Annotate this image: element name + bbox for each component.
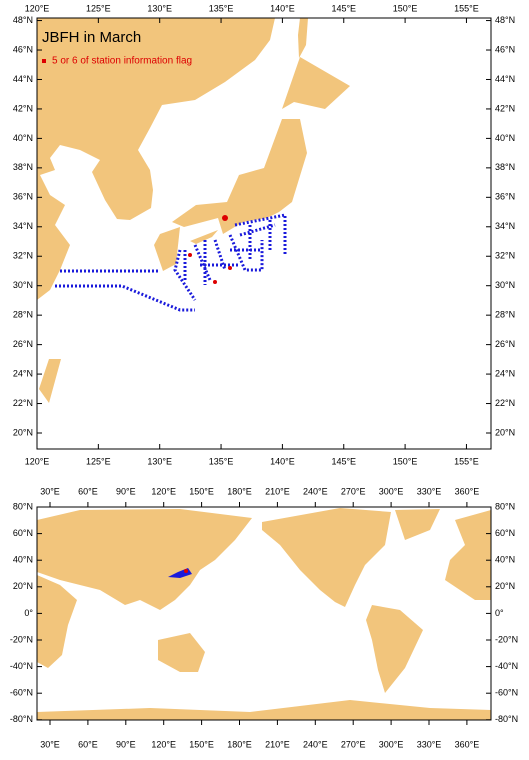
lon-label: 210°E (265, 739, 290, 749)
lon-label: 330°E (417, 739, 442, 749)
lon-label: 145°E (331, 456, 356, 466)
lon-label: 125°E (86, 3, 111, 13)
legend-label: 5 or 6 of station information flag (52, 56, 192, 67)
lat-label: -20°N (495, 634, 518, 644)
lat-label: 48°N (13, 15, 33, 25)
lat-label: 34°N (495, 221, 515, 231)
lat-label: 42°N (495, 103, 515, 113)
lat-label: 40°N (13, 133, 33, 143)
lon-label: 270°E (341, 739, 366, 749)
bottom-map-land (37, 507, 491, 720)
legend-marker (42, 59, 46, 63)
lon-label: 155°E (454, 456, 479, 466)
lat-label: 40°N (13, 555, 33, 565)
lat-label: 22°N (495, 398, 515, 408)
lon-label: 130°E (147, 3, 172, 13)
lon-label: 60°E (78, 486, 98, 496)
lat-label: 60°N (13, 528, 33, 538)
lat-label: 36°N (13, 192, 33, 202)
lat-label: -40°N (495, 661, 518, 671)
lon-label: 140°E (270, 3, 295, 13)
lat-label: 0° (24, 608, 33, 618)
lon-label: 135°E (209, 3, 234, 13)
map-title: JBFH in March (42, 29, 141, 46)
lat-label: 46°N (13, 44, 33, 54)
lon-label: 90°E (116, 486, 136, 496)
lon-label: 210°E (265, 486, 290, 496)
top-map-land (37, 18, 491, 449)
lat-label: 38°N (13, 162, 33, 172)
lon-label: 145°E (331, 3, 356, 13)
lat-label: -80°N (10, 714, 33, 724)
lat-label: 22°N (13, 398, 33, 408)
lat-label: 0° (495, 608, 504, 618)
lat-label: 80°N (13, 501, 33, 511)
lon-label: 270°E (341, 486, 366, 496)
lon-label: 140°E (270, 456, 295, 466)
lat-label: 28°N (495, 310, 515, 320)
lon-label: 120°E (151, 739, 176, 749)
lon-label: 240°E (303, 486, 328, 496)
lon-label: 150°E (189, 486, 214, 496)
lon-label: 130°E (147, 456, 172, 466)
lon-label: 120°E (25, 3, 50, 13)
lat-label: 80°N (495, 501, 515, 511)
lon-label: 120°E (25, 456, 50, 466)
lon-label: 300°E (379, 486, 404, 496)
lon-label: 240°E (303, 739, 328, 749)
lat-label: 60°N (495, 528, 515, 538)
lat-label: 20°N (13, 581, 33, 591)
lon-label: 135°E (209, 456, 234, 466)
lat-label: 20°N (495, 427, 515, 437)
lat-label: 36°N (495, 192, 515, 202)
lat-label: 46°N (495, 44, 515, 54)
lon-label: 30°E (40, 486, 60, 496)
lat-label: 26°N (495, 339, 515, 349)
lon-label: 360°E (455, 486, 480, 496)
lon-label: 150°E (393, 456, 418, 466)
lat-label: -60°N (495, 688, 518, 698)
lat-label: 20°N (495, 581, 515, 591)
lon-label: 120°E (151, 486, 176, 496)
lat-label: 24°N (495, 368, 515, 378)
lat-label: 20°N (13, 427, 33, 437)
lat-label: 24°N (13, 368, 33, 378)
lat-label: 26°N (13, 339, 33, 349)
lon-label: 180°E (227, 739, 252, 749)
lon-label: 300°E (379, 739, 404, 749)
lon-label: 180°E (227, 486, 252, 496)
lat-label: -40°N (10, 661, 33, 671)
lon-label: 330°E (417, 486, 442, 496)
lon-label: 150°E (393, 3, 418, 13)
lon-label: 60°E (78, 739, 98, 749)
lat-label: 44°N (495, 74, 515, 84)
lat-label: 28°N (13, 310, 33, 320)
lat-label: 32°N (495, 251, 515, 261)
lat-label: 44°N (13, 74, 33, 84)
lat-label: -20°N (10, 634, 33, 644)
lon-label: 360°E (455, 739, 480, 749)
lat-label: 40°N (495, 555, 515, 565)
lon-label: 155°E (454, 3, 479, 13)
lat-label: 30°N (495, 280, 515, 290)
lat-label: -80°N (495, 714, 518, 724)
lat-label: 34°N (13, 221, 33, 231)
lon-label: 125°E (86, 456, 111, 466)
lon-label: 150°E (189, 739, 214, 749)
lon-label: 30°E (40, 739, 60, 749)
lon-label: 90°E (116, 739, 136, 749)
lat-label: 42°N (13, 103, 33, 113)
lat-label: 48°N (495, 15, 515, 25)
top-map-frame (36, 17, 492, 450)
lat-label: 32°N (13, 251, 33, 261)
lat-label: 38°N (495, 162, 515, 172)
lat-label: -60°N (10, 688, 33, 698)
lat-label: 40°N (495, 133, 515, 143)
lat-label: 30°N (13, 280, 33, 290)
